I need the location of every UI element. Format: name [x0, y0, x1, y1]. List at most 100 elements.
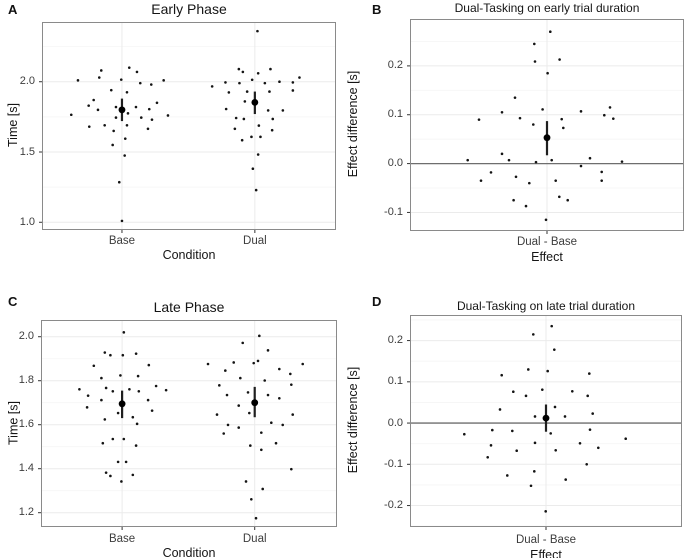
- data-point: [259, 135, 262, 139]
- data-point: [544, 218, 548, 222]
- data-point: [600, 170, 603, 174]
- data-point: [92, 98, 95, 102]
- data-point: [233, 127, 237, 131]
- data-point: [513, 96, 517, 99]
- data-point: [234, 116, 238, 120]
- data-point: [225, 393, 229, 397]
- data-point: [134, 105, 138, 109]
- data-point: [122, 437, 126, 441]
- data-point: [241, 70, 245, 74]
- data-point: [100, 398, 103, 402]
- y-tick-label: -0.2: [384, 499, 403, 512]
- data-point: [254, 516, 258, 520]
- data-point: [166, 114, 170, 117]
- data-point: [114, 105, 118, 109]
- data-point: [266, 109, 270, 112]
- data-point: [260, 448, 263, 452]
- data-point: [120, 219, 124, 223]
- data-point: [257, 124, 261, 127]
- data-point: [103, 351, 107, 354]
- data-point: [244, 480, 248, 483]
- y-tick-label: 0.2: [387, 334, 403, 347]
- data-point: [533, 415, 537, 418]
- data-point: [529, 484, 533, 488]
- data-point: [266, 349, 270, 352]
- data-point: [154, 384, 158, 388]
- data-point: [549, 30, 552, 34]
- data-point: [489, 171, 493, 174]
- data-point: [250, 78, 254, 82]
- data-point: [278, 367, 281, 371]
- data-point: [224, 369, 227, 372]
- data-point: [278, 397, 281, 400]
- data-point: [533, 470, 536, 473]
- data-point: [486, 455, 489, 459]
- data-point: [550, 158, 553, 162]
- data-point: [136, 374, 140, 378]
- data-point: [92, 364, 96, 368]
- data-point: [533, 60, 537, 63]
- data-point: [117, 180, 121, 184]
- y-axis-title-time: Time [s]: [6, 103, 20, 147]
- data-point: [256, 153, 260, 156]
- data-point: [608, 106, 612, 109]
- data-point: [76, 79, 80, 82]
- data-point: [266, 393, 270, 397]
- data-point: [146, 127, 150, 131]
- data-point: [124, 460, 128, 464]
- plot-area-early-phase: [39, 22, 336, 233]
- data-point: [533, 441, 537, 445]
- data-point: [101, 441, 105, 445]
- data-point: [237, 67, 241, 71]
- data-point: [507, 158, 511, 162]
- data-point: [506, 474, 509, 477]
- data-point: [541, 388, 544, 391]
- data-point: [97, 76, 101, 79]
- mean-point: [251, 399, 259, 407]
- data-point: [500, 152, 504, 156]
- plot-area-late-phase: [38, 320, 337, 530]
- data-point: [78, 387, 81, 391]
- data-point: [146, 398, 150, 402]
- data-point: [291, 81, 295, 84]
- data-point: [123, 154, 126, 157]
- data-point: [251, 167, 255, 171]
- data-point: [252, 361, 256, 365]
- data-point: [588, 372, 591, 375]
- data-point: [119, 374, 122, 377]
- y-tick-label: 1.8: [18, 374, 34, 387]
- data-point: [103, 418, 107, 421]
- y-tick-label: 0.2: [387, 59, 403, 72]
- data-point: [100, 376, 103, 380]
- data-point: [87, 125, 91, 129]
- data-point: [125, 123, 129, 127]
- plot-title-late-phase: Late Phase: [153, 299, 225, 315]
- data-point: [281, 423, 285, 427]
- data-point: [290, 383, 293, 386]
- data-point: [114, 116, 118, 119]
- data-point: [544, 510, 547, 513]
- mean-point: [118, 400, 126, 408]
- data-point: [147, 363, 151, 367]
- panel-early-effect: B Dual-Tasking on early trial duration E…: [343, 0, 685, 279]
- data-point: [263, 379, 267, 382]
- data-point: [554, 448, 557, 452]
- data-point: [291, 89, 295, 92]
- y-tick-label: 1.6: [18, 418, 34, 431]
- data-point: [269, 67, 272, 71]
- data-point: [289, 372, 292, 376]
- data-point: [147, 107, 151, 111]
- panel-label-a: A: [8, 2, 18, 17]
- data-point: [274, 441, 278, 445]
- data-point: [237, 426, 241, 429]
- data-point: [256, 359, 260, 363]
- data-point: [527, 368, 530, 371]
- data-point: [532, 333, 535, 336]
- data-point: [256, 29, 259, 33]
- data-point: [237, 404, 241, 407]
- x-tick-label: Base: [108, 235, 136, 247]
- plot-area-late-effect: [407, 315, 682, 530]
- data-point: [268, 90, 271, 93]
- data-point: [127, 66, 131, 69]
